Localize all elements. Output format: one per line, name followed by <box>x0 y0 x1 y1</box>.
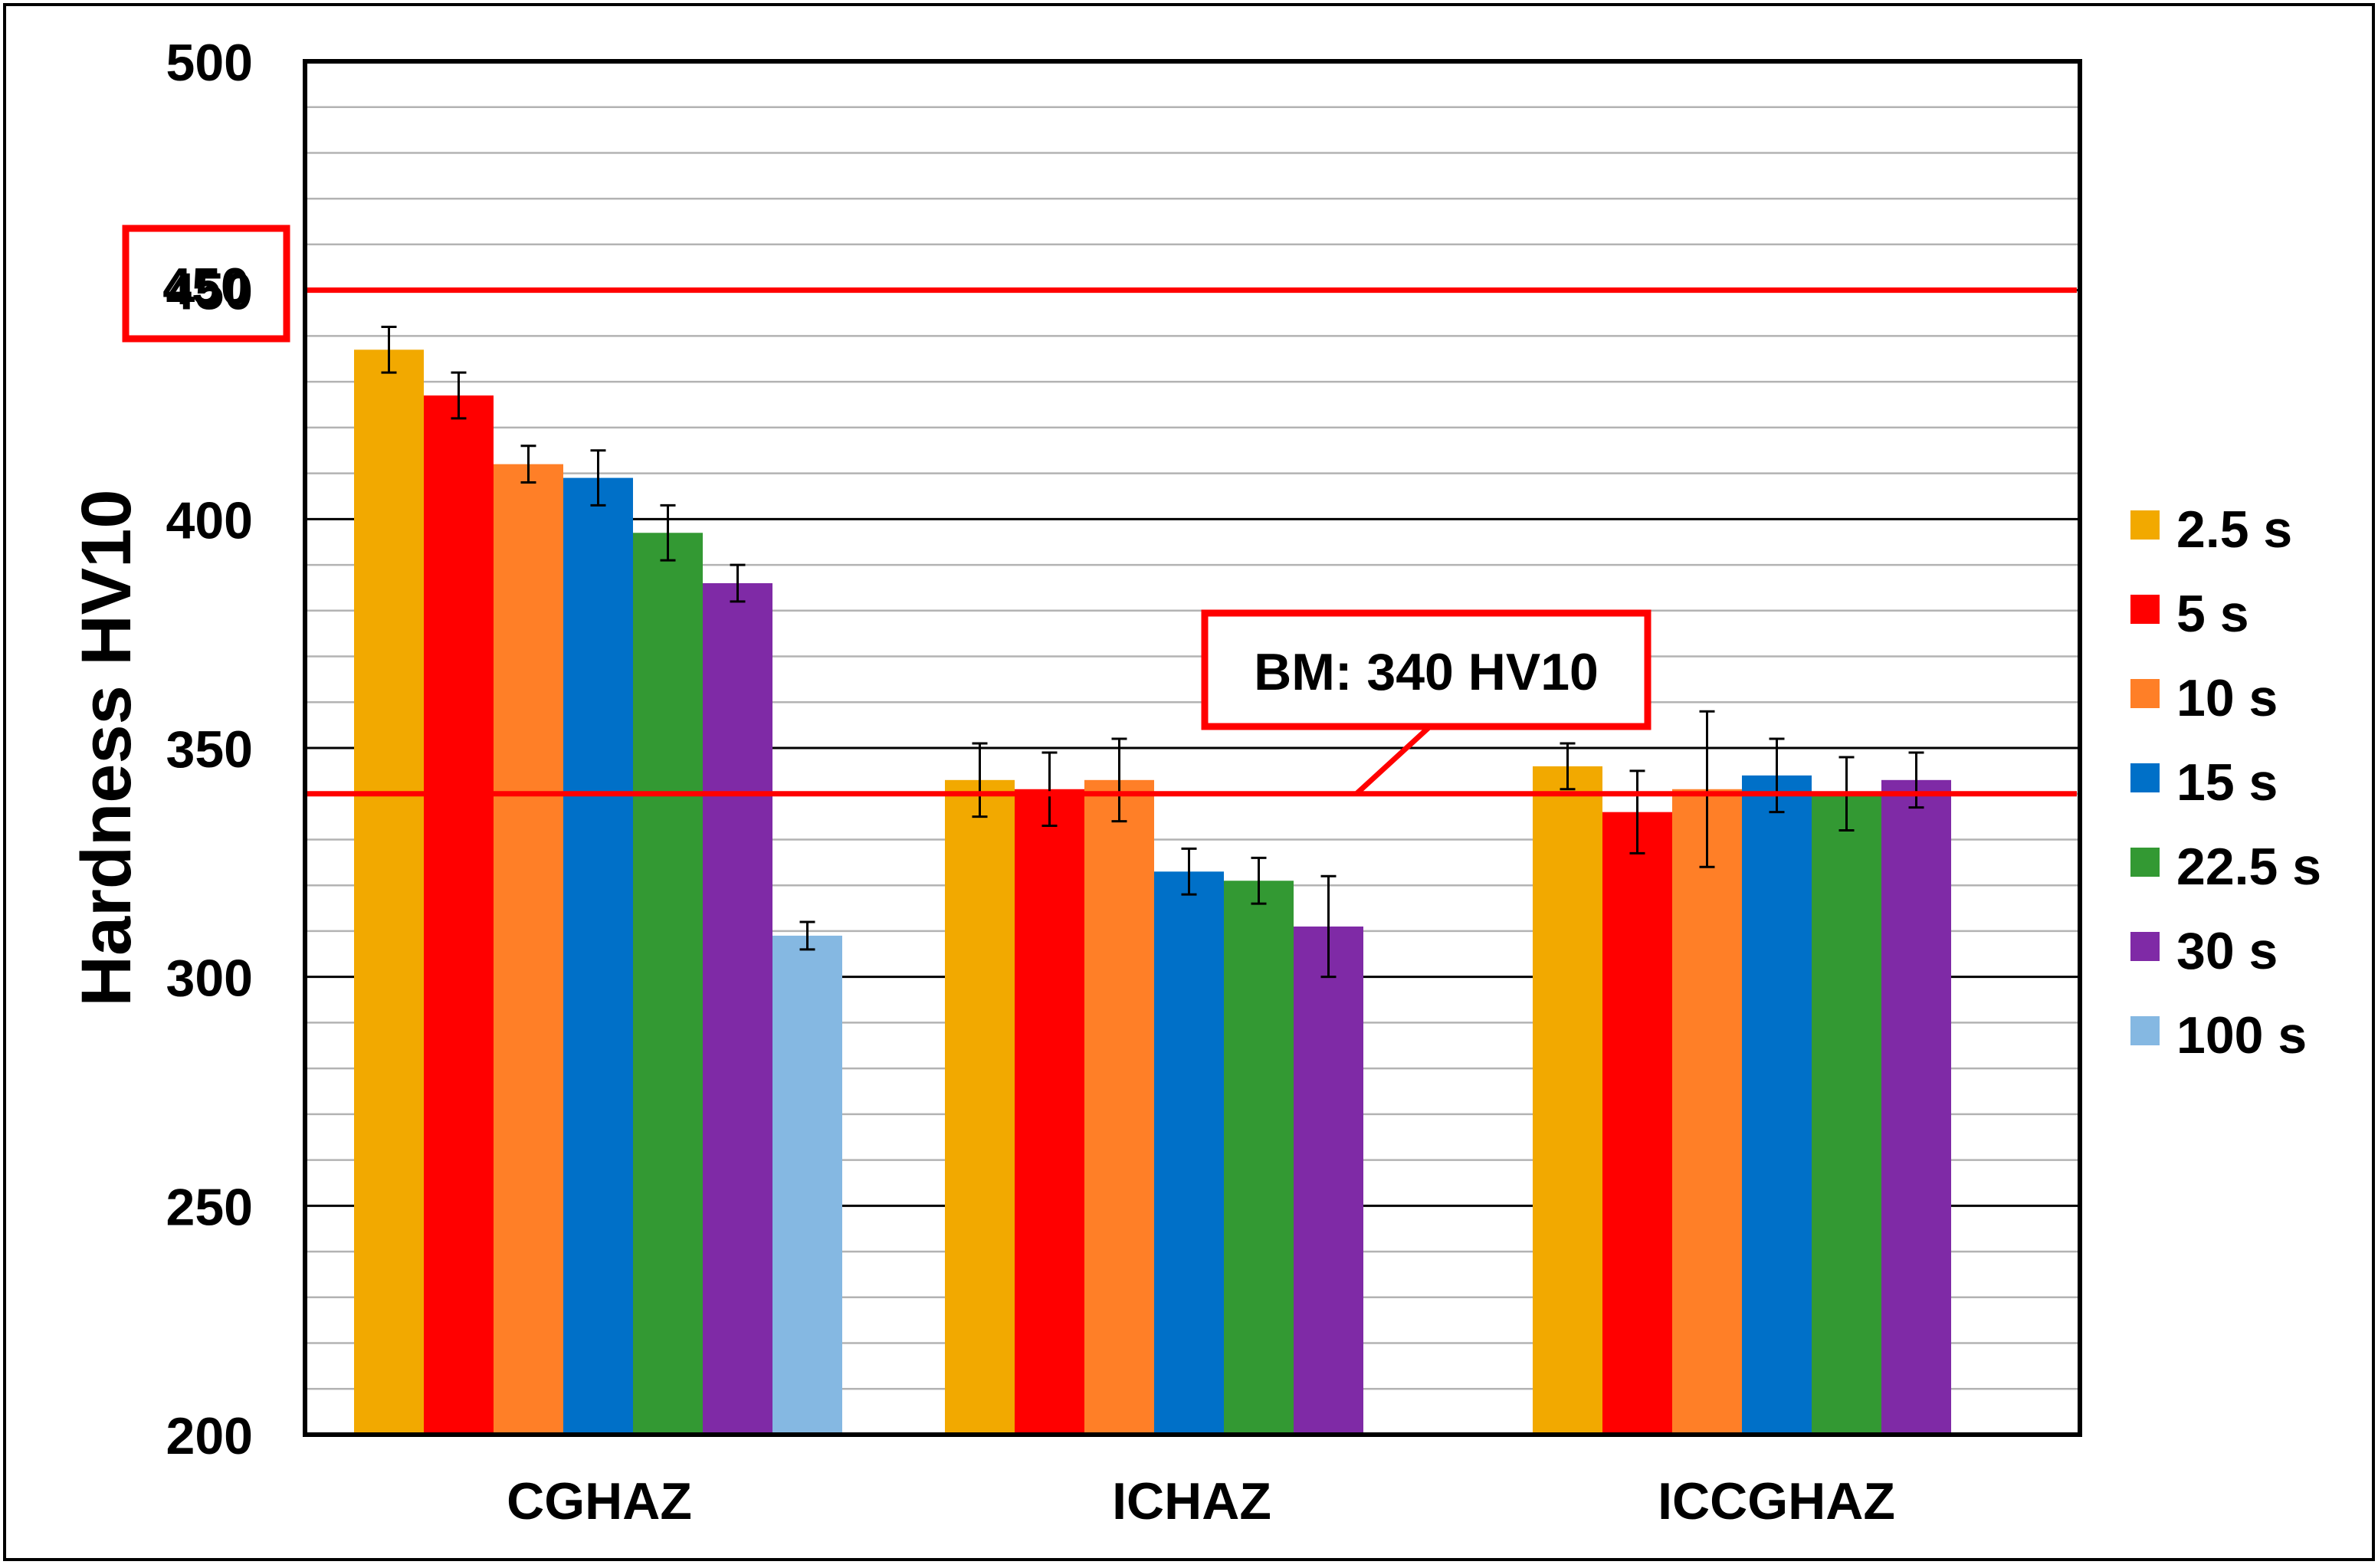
bar <box>1742 775 1812 1435</box>
legend-swatch <box>2130 595 2160 624</box>
bar <box>494 464 563 1435</box>
y-tick-label: 250 <box>166 1178 253 1236</box>
bar <box>772 935 842 1435</box>
legend-label: 22.5 s <box>2176 838 2321 896</box>
bar <box>1154 871 1224 1435</box>
legend-swatch <box>2130 848 2160 877</box>
bar <box>703 582 772 1435</box>
x-tick-label: ICHAZ <box>1112 1472 1271 1530</box>
reference-label-450: 450 <box>162 258 249 316</box>
y-axis-label: Hardness HV10 <box>67 490 146 1007</box>
bars-layer <box>354 325 1951 1435</box>
legend-label: 30 s <box>2176 922 2278 980</box>
y-tick-label: 350 <box>166 720 253 779</box>
legend-swatch <box>2130 763 2160 792</box>
bar <box>945 779 1015 1435</box>
bar <box>1015 789 1084 1435</box>
legend-label: 15 s <box>2176 753 2278 812</box>
bar <box>563 477 633 1435</box>
legend-label: 10 s <box>2176 669 2278 727</box>
legend-swatch <box>2130 932 2160 961</box>
reference-label-bm: BM: 340 HV10 <box>1254 643 1599 701</box>
bar <box>1672 789 1742 1435</box>
bar <box>1881 779 1951 1435</box>
reference-label-box-bm <box>1201 609 1651 730</box>
x-tick-label: CGHAZ <box>507 1472 692 1530</box>
legend-label: 2.5 s <box>2176 500 2292 559</box>
bar <box>354 349 424 1435</box>
bar <box>1224 881 1294 1435</box>
legend: 2.5 s 5 s 10 s 15 s 22.5 s 30 s 100 s <box>2130 500 2321 1064</box>
bar <box>1812 793 1881 1435</box>
reference-label-box-450 <box>122 225 290 343</box>
y-tick-labels: 200 250 300 350 400 450 500 <box>166 34 253 1465</box>
x-tick-labels: CGHAZ ICHAZ ICCGHAZ <box>507 1472 1895 1530</box>
legend-label: 100 s <box>2176 1006 2307 1064</box>
reference-lines-layer: 450 BM: 340 HV10 <box>122 225 2077 797</box>
bar <box>424 395 494 1435</box>
bar <box>1084 779 1154 1435</box>
y-tick-label: 400 <box>166 491 253 549</box>
legend-swatch <box>2130 510 2160 540</box>
reference-callout-pointer <box>1354 723 1434 796</box>
plot-area-border <box>303 59 2082 1437</box>
x-tick-label: ICCGHAZ <box>1658 1472 1895 1530</box>
y-tick-label: 450 <box>166 263 253 321</box>
y-tick-label: 500 <box>166 34 253 92</box>
legend-swatch <box>2130 679 2160 708</box>
y-tick-label: 200 <box>166 1407 253 1465</box>
y-tick-label: 300 <box>166 950 253 1008</box>
legend-label: 5 s <box>2176 585 2249 643</box>
bar <box>1533 766 1602 1435</box>
legend-swatch <box>2130 1016 2160 1045</box>
bar <box>633 533 703 1435</box>
bar <box>1294 926 1363 1435</box>
bar <box>1602 812 1672 1435</box>
